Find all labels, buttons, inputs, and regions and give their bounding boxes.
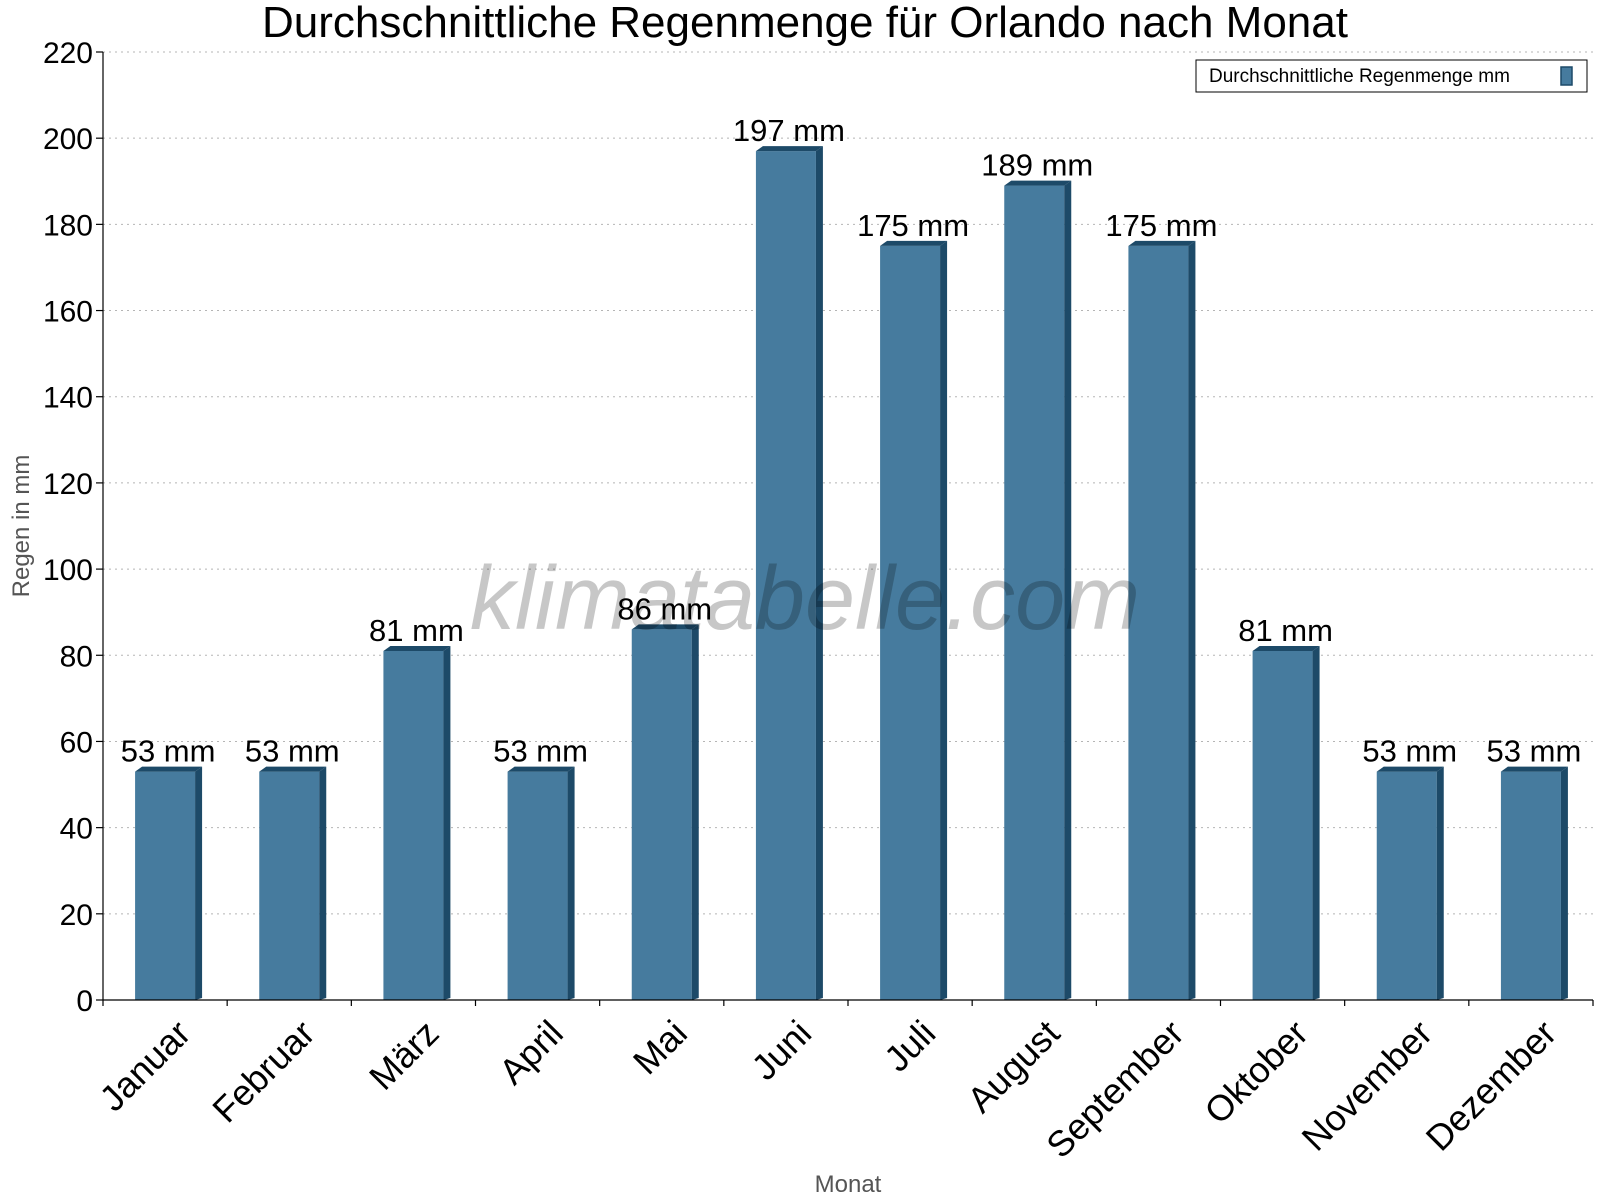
gridlines <box>103 51 1593 915</box>
bar-side <box>1436 766 1444 1000</box>
bar-front <box>383 650 444 1000</box>
bar-top <box>755 146 823 152</box>
bar <box>1376 766 1444 1000</box>
bar <box>507 766 575 1000</box>
bar-top <box>1252 645 1320 651</box>
bar-front <box>1128 245 1189 1001</box>
bar <box>135 766 203 1000</box>
legend: Durchschnittliche Regenmenge mm <box>1195 59 1588 93</box>
bar-top <box>631 624 699 630</box>
data-label: 175 mm <box>1105 208 1217 243</box>
bar <box>631 624 699 1000</box>
data-label: 53 mm <box>1487 734 1582 769</box>
bar-top <box>1500 766 1568 772</box>
bar-front <box>1500 771 1561 1000</box>
y-tick-label: 120 <box>43 468 93 501</box>
data-label: 175 mm <box>857 208 969 243</box>
y-tick-label: 160 <box>43 296 93 329</box>
chart-title: Durchschnittliche Regenmenge für Orlando… <box>262 0 1348 47</box>
bar-side <box>1312 645 1320 1000</box>
data-label: 86 mm <box>617 591 712 626</box>
y-tick-label: 200 <box>43 123 93 156</box>
bar <box>1500 766 1568 1000</box>
bar <box>755 146 823 1001</box>
bar-front <box>135 771 196 1000</box>
bar-top <box>880 240 948 246</box>
bar <box>880 240 948 1001</box>
bar-front <box>1004 185 1065 1001</box>
legend-swatch <box>1560 66 1573 86</box>
bar-top <box>1128 240 1196 246</box>
data-label: 197 mm <box>733 113 845 148</box>
data-label: 53 mm <box>493 734 588 769</box>
bar <box>1252 645 1320 1000</box>
bar-side <box>1560 766 1568 1000</box>
y-tick-label: 20 <box>60 899 93 932</box>
bar <box>1004 180 1072 1001</box>
data-label: 189 mm <box>981 148 1093 183</box>
data-label: 81 mm <box>369 613 464 648</box>
bar-side <box>443 645 451 1000</box>
y-tick-label: 180 <box>43 209 93 242</box>
y-tick-label: 0 <box>76 985 93 1018</box>
bar-front <box>880 245 941 1001</box>
bar-top <box>135 766 203 772</box>
bar-side <box>691 624 699 1000</box>
bar-side <box>940 240 948 1001</box>
y-tick-label: 60 <box>60 726 93 759</box>
bar-side <box>1064 180 1072 1001</box>
y-tick-label: 220 <box>43 37 93 70</box>
y-axis-title: Regen in mm <box>8 455 35 598</box>
bar-side <box>567 766 575 1000</box>
bar-side <box>1188 240 1196 1001</box>
bar <box>1128 240 1196 1001</box>
bar-top <box>383 645 451 651</box>
data-label: 81 mm <box>1238 613 1333 648</box>
y-tick-label: 80 <box>60 640 93 673</box>
y-tick-label: 40 <box>60 813 93 846</box>
bar-front <box>755 151 816 1001</box>
y-tick-label: 100 <box>43 554 93 587</box>
legend-box <box>1195 59 1588 93</box>
data-label: 53 mm <box>245 734 340 769</box>
bar-top <box>1004 180 1072 186</box>
x-axis-title: Monat <box>815 1171 882 1198</box>
data-labels: 53 mm 53 mm 81 mm 53 mm 86 mm 197 mm 175 mm 189… <box>121 113 1582 769</box>
bars <box>135 146 1568 1001</box>
bar-front <box>1252 650 1313 1000</box>
bar-front <box>259 771 320 1000</box>
bar-side <box>815 146 823 1001</box>
watermark: klimatabelle.com <box>470 549 1140 649</box>
bar-front <box>507 771 568 1000</box>
data-label: 53 mm <box>121 734 216 769</box>
data-label: 53 mm <box>1362 734 1457 769</box>
bar-top <box>1376 766 1444 772</box>
bar <box>259 766 327 1000</box>
bar-front <box>631 629 692 1000</box>
bar-side <box>319 766 327 1000</box>
y-tick-label: 140 <box>43 382 93 415</box>
bar-top <box>507 766 575 772</box>
bar-side <box>195 766 203 1000</box>
legend-label: Durchschnittliche Regenmenge mm <box>1209 66 1510 87</box>
y-tick-labels: 0 20 40 60 80 100 120 140 160 180 200 220 <box>43 37 103 1018</box>
bar-front <box>1376 771 1437 1000</box>
bar-top <box>259 766 327 772</box>
bar <box>383 645 451 1000</box>
